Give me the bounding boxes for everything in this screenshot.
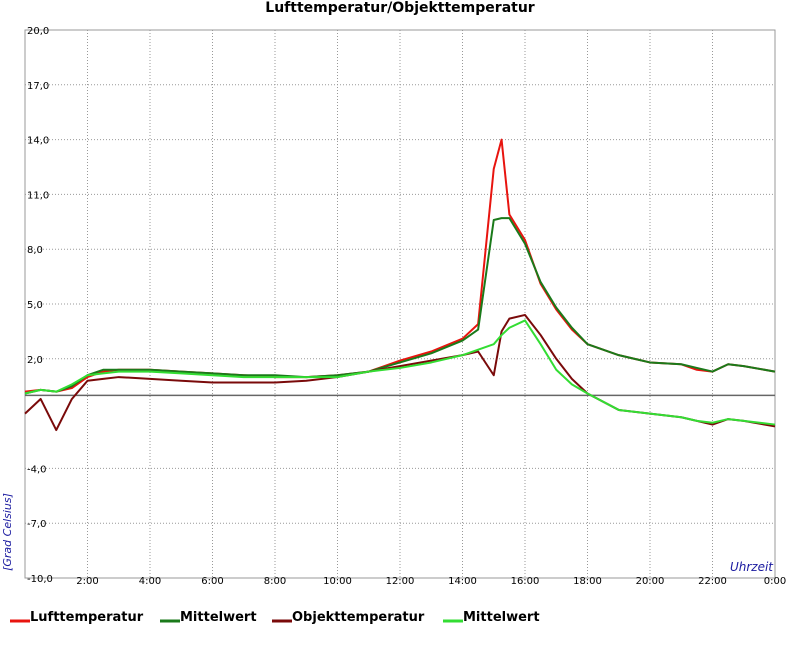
x-tick-label: 22:00 bbox=[698, 576, 727, 587]
x-tick-label: 10:00 bbox=[323, 576, 352, 587]
x-tick-label: 2:00 bbox=[76, 576, 98, 587]
legend-label: Lufttemperatur bbox=[30, 610, 144, 625]
y-tick-label: 20,0 bbox=[27, 26, 49, 37]
data-line bbox=[24, 217, 776, 395]
x-tick-label: 18:00 bbox=[573, 576, 602, 587]
x-tick-label: 4:00 bbox=[139, 576, 161, 587]
legend-label: Objekttemperatur bbox=[292, 610, 425, 625]
x-tick-label: 8:00 bbox=[264, 576, 286, 587]
legend-label: Mittelwert bbox=[463, 610, 540, 625]
x-tick-label: 20:00 bbox=[636, 576, 665, 587]
data-line bbox=[24, 319, 776, 426]
y-tick-label: 14,0 bbox=[27, 136, 49, 147]
y-tick-label: 17,0 bbox=[27, 81, 49, 92]
x-tick-label: 14:00 bbox=[448, 576, 477, 587]
x-tick-label: 0:00 bbox=[764, 576, 786, 587]
y-tick-label: -4,0 bbox=[27, 464, 47, 475]
x-tick-label: 12:00 bbox=[386, 576, 415, 587]
y-tick-label: 11,0 bbox=[27, 190, 49, 201]
legend-label: Mittelwert bbox=[180, 610, 257, 625]
chart-title: Lufttemperatur/Objekttemperatur bbox=[265, 0, 535, 16]
x-axis-label: Uhrzeit bbox=[730, 560, 774, 574]
y-tick-label: 8,0 bbox=[27, 245, 43, 256]
y-tick-label: 5,0 bbox=[27, 300, 43, 311]
y-tick-label: -7,0 bbox=[27, 519, 47, 530]
x-tick-label: 6:00 bbox=[201, 576, 223, 587]
y-tick-label: 2,0 bbox=[27, 355, 43, 366]
y-axis-label: [Grad Celsius] bbox=[1, 493, 14, 571]
x-tick-label: 16:00 bbox=[511, 576, 540, 587]
y-tick-label: -10,0 bbox=[27, 574, 53, 585]
